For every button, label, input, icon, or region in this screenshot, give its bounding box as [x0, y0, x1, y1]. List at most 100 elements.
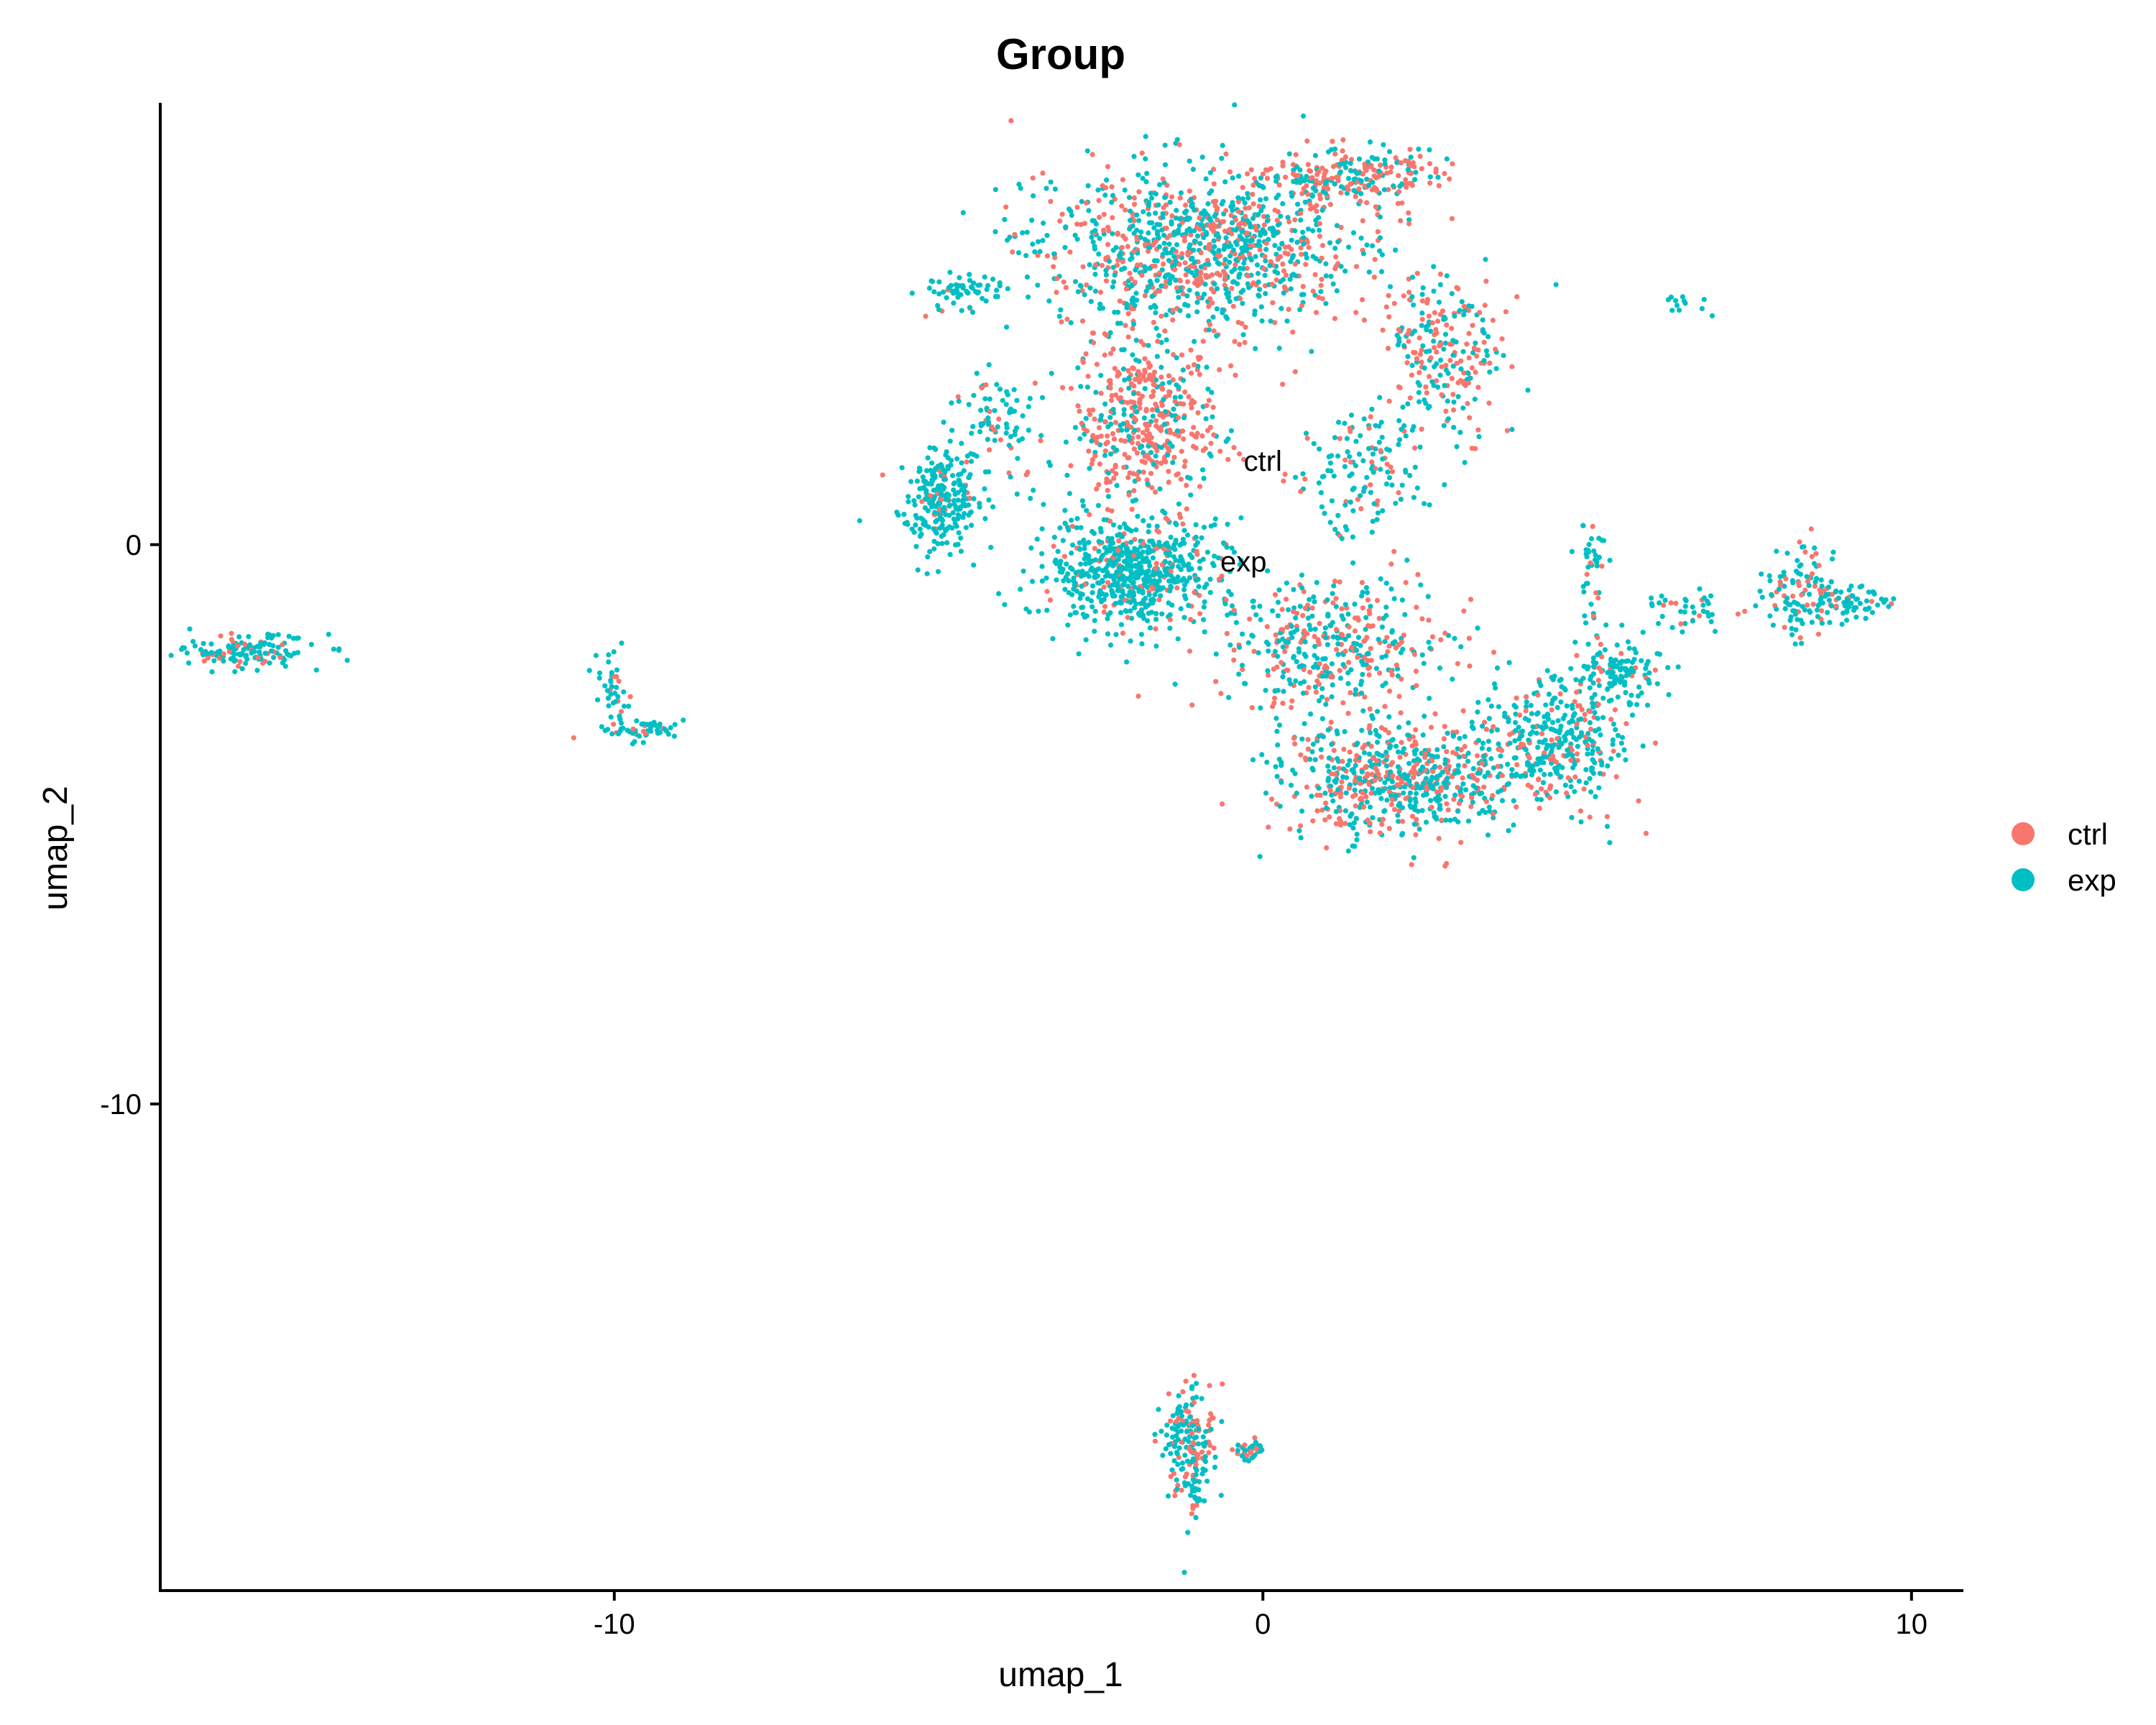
- scatter-point-exp: [1174, 208, 1179, 213]
- scatter-point-ctrl: [1197, 484, 1203, 489]
- scatter-point-exp: [186, 660, 192, 666]
- scatter-point-exp: [1350, 843, 1355, 849]
- scatter-point-exp: [1184, 228, 1190, 234]
- scatter-point-ctrl: [1419, 426, 1424, 432]
- scatter-point-exp: [947, 438, 953, 444]
- scatter-point-ctrl: [611, 722, 617, 727]
- scatter-point-exp: [1570, 705, 1575, 712]
- scatter-point-ctrl: [1084, 200, 1089, 206]
- scatter-point-ctrl: [1250, 191, 1256, 197]
- scatter-point-exp: [1320, 188, 1326, 194]
- scatter-point-ctrl: [1549, 737, 1554, 743]
- scatter-point-exp: [1084, 148, 1090, 154]
- scatter-point-exp: [1118, 321, 1123, 326]
- scatter-point-exp: [1377, 235, 1383, 241]
- scatter-point-exp: [1327, 240, 1333, 246]
- scatter-point-exp: [1122, 265, 1128, 271]
- scatter-point-exp: [1205, 386, 1211, 392]
- scatter-point-exp: [1506, 828, 1511, 834]
- scatter-point-exp: [1110, 540, 1116, 546]
- scatter-point-exp: [1134, 409, 1140, 415]
- scatter-point-exp: [1220, 142, 1225, 148]
- scatter-point-exp: [1615, 694, 1621, 700]
- scatter-point-exp: [1238, 558, 1244, 564]
- scatter-point-exp: [1592, 691, 1598, 698]
- scatter-point-ctrl: [1097, 214, 1102, 220]
- scatter-point-exp: [1072, 279, 1079, 285]
- scatter-point-exp: [1395, 764, 1401, 770]
- scatter-point-exp: [923, 468, 930, 474]
- scatter-point-ctrl: [1119, 244, 1125, 250]
- scatter-point-exp: [1301, 113, 1307, 119]
- scatter-point-exp: [1243, 238, 1249, 244]
- scatter-point-ctrl: [1447, 357, 1453, 363]
- scatter-point-ctrl: [1414, 604, 1419, 610]
- scatter-point-exp: [985, 419, 991, 425]
- scatter-point-exp: [936, 307, 941, 313]
- scatter-point-exp: [1153, 211, 1158, 216]
- scatter-point-exp: [1083, 415, 1089, 421]
- scatter-point-exp: [1203, 416, 1209, 422]
- scatter-point-exp: [1120, 421, 1126, 427]
- scatter-point-exp: [1161, 397, 1166, 402]
- scatter-point-ctrl: [1283, 175, 1289, 180]
- scatter-point-exp: [1029, 217, 1035, 223]
- scatter-point-ctrl: [1346, 786, 1352, 791]
- scatter-point-ctrl: [1444, 749, 1450, 755]
- scatter-point-exp: [1255, 270, 1261, 277]
- scatter-point-exp: [1105, 494, 1112, 500]
- scatter-point-ctrl: [1314, 208, 1319, 214]
- scatter-point-ctrl: [1812, 584, 1818, 589]
- scatter-point-exp: [1368, 604, 1373, 610]
- scatter-point-exp: [1380, 788, 1386, 794]
- scatter-point-ctrl: [1395, 775, 1401, 781]
- scatter-point-ctrl: [1380, 816, 1386, 822]
- scatter-point-exp: [1067, 491, 1072, 497]
- scatter-point-ctrl: [1105, 439, 1110, 445]
- scatter-point-exp: [1395, 749, 1401, 755]
- scatter-point-exp: [1111, 279, 1117, 285]
- scatter-point-ctrl: [1170, 308, 1176, 313]
- scatter-point-ctrl: [1365, 622, 1371, 629]
- scatter-point-exp: [1364, 176, 1370, 182]
- scatter-point-exp: [1623, 690, 1628, 696]
- scatter-point-exp: [1270, 225, 1276, 231]
- scatter-point-exp: [1411, 302, 1416, 308]
- scatter-point-exp: [1197, 566, 1203, 571]
- scatter-point-exp: [1538, 796, 1544, 803]
- scatter-point-exp: [1375, 709, 1381, 714]
- scatter-point-ctrl: [1599, 564, 1605, 569]
- scatter-point-ctrl: [1166, 373, 1172, 379]
- scatter-point-ctrl: [1365, 771, 1370, 777]
- scatter-point-exp: [1331, 473, 1337, 479]
- scatter-point-exp: [1258, 197, 1263, 203]
- scatter-point-ctrl: [1135, 477, 1141, 482]
- scatter-point-exp: [1159, 227, 1165, 233]
- scatter-point-exp: [1406, 720, 1411, 726]
- scatter-point-exp: [1444, 273, 1450, 279]
- scatter-point-exp: [1401, 423, 1407, 428]
- scatter-point-exp: [1534, 730, 1539, 736]
- scatter-point-exp: [956, 398, 962, 404]
- scatter-point-ctrl: [1388, 164, 1394, 170]
- scatter-point-ctrl: [1086, 408, 1092, 413]
- scatter-point-exp: [1169, 564, 1175, 570]
- scatter-point-ctrl: [1242, 339, 1248, 346]
- scatter-point-exp: [1353, 463, 1359, 469]
- scatter-point-exp: [1590, 748, 1595, 754]
- scatter-point-exp: [1583, 620, 1589, 626]
- scatter-point-exp: [1159, 611, 1165, 617]
- scatter-point-ctrl: [1406, 210, 1411, 216]
- scatter-point-exp: [1407, 803, 1413, 809]
- scatter-point-exp: [1317, 446, 1322, 452]
- scatter-point-exp: [951, 487, 957, 493]
- scatter-point-exp: [1057, 525, 1063, 531]
- scatter-point-ctrl: [1280, 382, 1286, 387]
- scatter-point-ctrl: [1099, 262, 1105, 268]
- scatter-point-exp: [626, 704, 632, 709]
- scatter-point-exp: [1588, 676, 1593, 682]
- scatter-point-ctrl: [1368, 791, 1374, 796]
- scatter-point-ctrl: [1156, 270, 1162, 276]
- scatter-point-ctrl: [1525, 782, 1531, 788]
- scatter-point-exp: [1119, 594, 1125, 600]
